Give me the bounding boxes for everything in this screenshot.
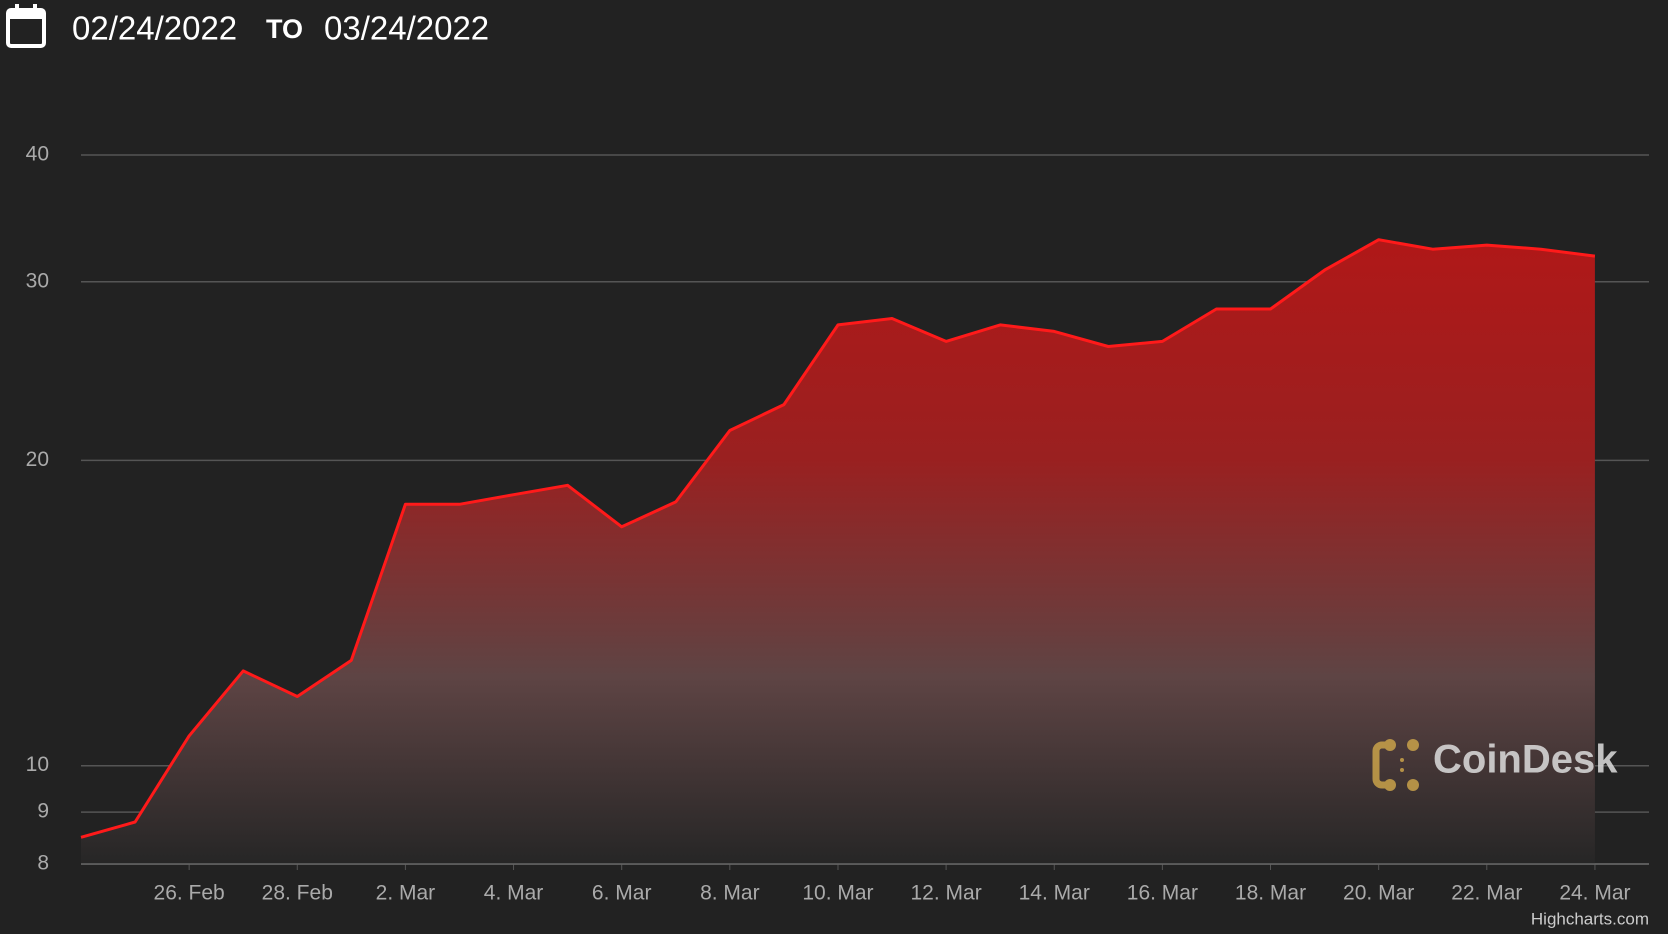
area [81,239,1595,864]
y-tick-label: 10 [26,753,49,776]
line [80,238,1596,839]
y-tick-label: 40 [26,143,49,166]
x-tick-label: 20. Mar [1343,882,1414,905]
y-tick-label: 20 [26,448,49,471]
to-date[interactable]: 03/24/2022 [324,10,489,47]
calendar-icon[interactable] [6,4,46,48]
watermark [1372,739,1419,791]
x-tick-label: 18. Mar [1235,882,1306,905]
x-tick-label: 10. Mar [802,882,873,905]
y-tick-label: 9 [37,800,49,823]
x-tick-label: 14. Mar [1019,882,1090,905]
x-tick-label: 8. Mar [700,882,760,905]
x-tick-label: 22. Mar [1451,882,1522,905]
plot-area: 8 9 10 20 30 40 26. Feb 28. Feb 2. Mar 4. Mar 6. M… [26,143,1649,905]
x-tick-label: 24. Mar [1559,882,1630,905]
y-tick-label: 30 [26,269,49,292]
x-tick-label: 16. Mar [1127,882,1198,905]
x-tick-label: 26. Feb [154,882,225,905]
y-tick-label: 8 [37,852,49,875]
from-date[interactable]: 02/24/2022 [72,10,237,47]
watermark-text: CoinDesk [1433,738,1618,782]
credit[interactable]: Highcharts.com [1531,909,1649,928]
x-tick-label: 12. Mar [911,882,982,905]
x-tick-label: 2. Mar [376,882,436,905]
x-tick-label: 28. Feb [262,882,333,905]
x-tick-label: 6. Mar [592,882,652,905]
separator: TO [266,14,303,44]
x-tick-label: 4. Mar [484,882,544,905]
